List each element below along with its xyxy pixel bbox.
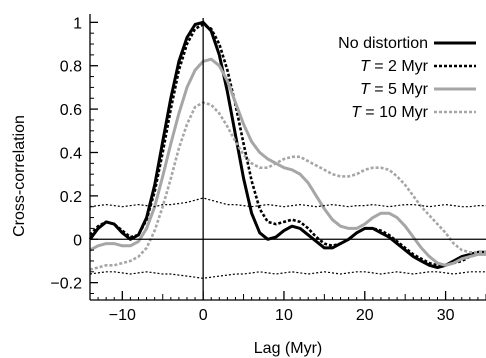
legend-label-1: T = 2 Myr [360,58,429,75]
series-line-4 [89,197,486,208]
series-line-0 [88,20,486,269]
legend-label-0: No distortion [338,35,428,52]
y-tick-label: 1 [73,15,82,32]
series-line-5 [89,271,486,279]
x-tick-label: 30 [437,307,455,324]
x-tick-label: 0 [199,307,208,324]
axes-layer: −0.2 0 0.2 0.4 0.6 0.8 1 −10 0 10 20 30 [50,14,486,324]
y-tick-label: 0.4 [60,145,82,162]
legend-label-3: T = 10 Myr [351,104,429,121]
series-line-1 [89,23,486,267]
legend-label-2: T = 5 Myr [360,81,429,98]
y-tick-label: 0 [73,232,82,249]
y-tick-label: 0.2 [60,189,82,206]
series-layer [88,20,486,279]
y-tick-label: 0.6 [60,102,82,119]
x-tick-label: −10 [109,307,136,324]
x-axis-title: Lag (Myr) [254,340,322,357]
x-tick-label: 20 [356,307,374,324]
series-line-2 [89,57,486,267]
y-tick-label: 0.8 [60,59,82,76]
y-axis-title: Cross-correlation [11,115,28,237]
legend: No distortion T = 2 Myr T = 5 Myr T = 10 My… [338,35,476,121]
x-tick-label: 10 [275,307,293,324]
y-tick-label: −0.2 [50,276,82,293]
